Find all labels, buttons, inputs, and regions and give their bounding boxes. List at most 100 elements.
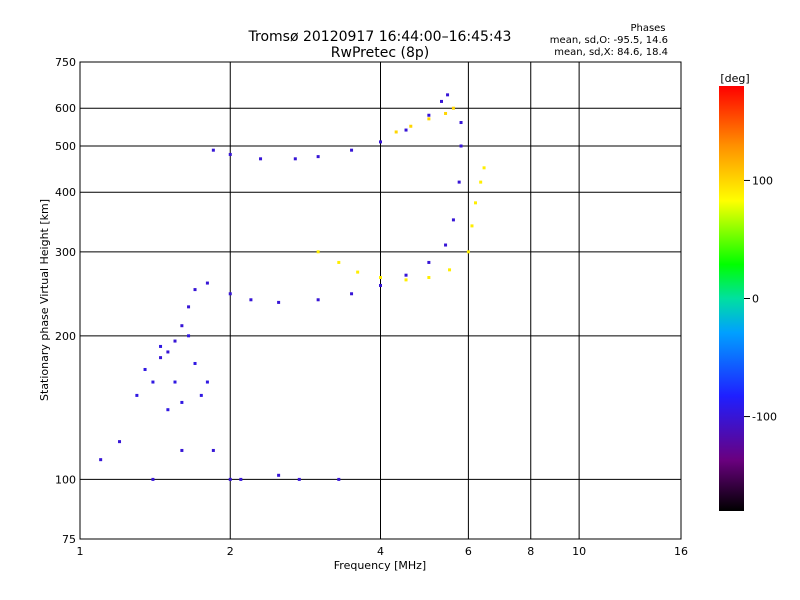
- data-point: [205, 281, 209, 285]
- data-point: [180, 448, 184, 452]
- x-tick-label: 4: [377, 545, 384, 558]
- x-axis-label: Frequency [MHz]: [334, 559, 426, 572]
- data-point: [205, 380, 209, 384]
- data-point: [451, 218, 455, 222]
- data-point: [180, 324, 184, 328]
- data-point: [440, 99, 444, 103]
- data-point: [199, 393, 203, 397]
- data-point: [427, 260, 431, 264]
- data-point: [187, 334, 191, 338]
- data-point: [228, 292, 232, 296]
- stats-heading: Phases: [630, 23, 665, 34]
- x-tick-label: 10: [572, 545, 586, 558]
- data-point: [466, 250, 470, 254]
- y-axis-ticks: 75 100 200 300 400 500 600 750: [55, 56, 76, 546]
- data-point: [277, 300, 281, 304]
- data-point: [143, 367, 147, 371]
- data-point: [159, 356, 163, 360]
- colorbar-tick-label: -100: [752, 411, 777, 424]
- data-point: [394, 130, 398, 134]
- data-point: [166, 350, 170, 354]
- data-point: [404, 273, 408, 277]
- data-point: [448, 268, 452, 272]
- chart-subtitle: RwPretec (8p): [331, 45, 429, 61]
- data-point: [297, 477, 301, 481]
- data-point: [379, 283, 382, 287]
- data-point: [193, 288, 197, 292]
- data-point: [193, 361, 197, 365]
- data-point: [470, 224, 474, 228]
- data-point: [427, 113, 431, 117]
- y-tick-label: 500: [55, 140, 76, 153]
- data-point: [337, 477, 341, 481]
- data-point: [259, 157, 263, 161]
- stats-line-o: mean, sd,O: -95.5, 14.6: [550, 35, 668, 46]
- data-point: [316, 155, 320, 159]
- grid-lines: [80, 62, 681, 539]
- data-point: [350, 148, 354, 152]
- data-point: [293, 157, 297, 161]
- data-point: [173, 380, 177, 384]
- data-point: [159, 344, 163, 348]
- y-axis-label: Stationary phase Virtual Height [km]: [38, 199, 51, 401]
- data-point: [473, 201, 477, 205]
- x-tick-label: 16: [674, 545, 688, 558]
- data-point: [451, 106, 455, 110]
- data-point: [479, 180, 483, 184]
- data-point: [249, 298, 253, 302]
- data-point: [457, 180, 461, 184]
- y-tick-label: 400: [55, 186, 76, 199]
- colorbar: [719, 86, 744, 511]
- colorbar-tick-label: 100: [752, 174, 773, 187]
- data-point: [228, 477, 232, 481]
- data-point: [444, 111, 448, 115]
- data-point: [151, 477, 155, 481]
- chart-title: Tromsø 20120917 16:44:00–16:45:43: [248, 29, 512, 45]
- data-point: [459, 144, 463, 148]
- data-point: [446, 93, 450, 97]
- y-tick-label: 750: [55, 56, 76, 69]
- data-point: [379, 276, 382, 280]
- data-points: [99, 93, 486, 481]
- x-tick-label: 8: [527, 545, 534, 558]
- data-point: [118, 440, 122, 444]
- stats-line-x: mean, sd,X: 84.6, 18.4: [554, 47, 668, 58]
- y-tick-label: 600: [55, 102, 76, 115]
- data-point: [350, 292, 354, 296]
- data-point: [337, 260, 341, 264]
- data-point: [459, 121, 463, 125]
- data-point: [427, 117, 431, 121]
- data-point: [151, 380, 155, 384]
- y-tick-label: 100: [55, 473, 76, 486]
- data-point: [239, 477, 243, 481]
- colorbar-tick-label: 0: [752, 293, 759, 306]
- data-point: [316, 250, 320, 254]
- data-point: [228, 152, 232, 156]
- data-point: [444, 243, 448, 247]
- data-point: [187, 305, 191, 309]
- data-point: [316, 298, 320, 302]
- colorbar-label: [deg]: [720, 72, 749, 85]
- x-tick-label: 1: [77, 545, 84, 558]
- y-tick-label: 300: [55, 246, 76, 259]
- x-tick-label: 6: [465, 545, 472, 558]
- data-point: [166, 408, 170, 412]
- data-point: [404, 278, 408, 282]
- data-point: [356, 270, 360, 274]
- y-tick-label: 75: [62, 533, 76, 546]
- data-point: [409, 124, 413, 128]
- x-axis-ticks: 1 2 4 6 8 10 16: [77, 545, 689, 558]
- x-tick-label: 2: [227, 545, 234, 558]
- colorbar-ticks: -100 0 100: [744, 174, 777, 424]
- data-point: [180, 400, 184, 404]
- data-point: [99, 458, 103, 462]
- data-point: [482, 166, 486, 170]
- data-point: [404, 128, 408, 132]
- y-tick-label: 200: [55, 330, 76, 343]
- data-point: [277, 473, 281, 477]
- data-point: [427, 276, 431, 280]
- data-point: [379, 140, 382, 144]
- data-point: [173, 339, 177, 343]
- data-point: [211, 448, 215, 452]
